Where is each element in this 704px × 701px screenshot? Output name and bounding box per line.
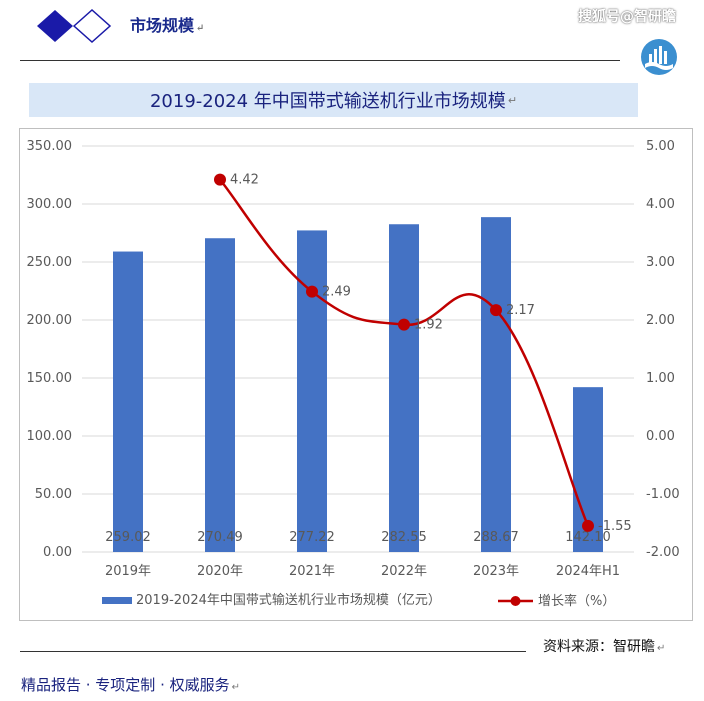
source-note: 资料来源：智研瞻 ↵ <box>543 639 666 655</box>
filled-diamond-icon <box>37 10 73 42</box>
brand-logo-icon <box>641 39 677 75</box>
growth-rate-point <box>490 304 502 317</box>
y-left-tick-label: 150.00 <box>27 371 73 386</box>
header-divider <box>20 60 620 61</box>
growth-rate-point <box>398 318 410 331</box>
x-tick-label: 2022年 <box>381 564 427 579</box>
y-right-tick-label: 1.00 <box>646 371 675 386</box>
y-left-tick-label: 50.00 <box>35 487 72 502</box>
growth-rate-label: -1.55 <box>598 519 632 534</box>
y-left-tick-label: 0.00 <box>43 545 72 560</box>
growth-rate-label: 4.42 <box>230 173 259 188</box>
chart-title: 2019-2024 年中国带式输送机行业市场规模 <box>149 91 506 112</box>
bar <box>389 224 419 552</box>
bar <box>205 238 235 552</box>
bar-value-label: 288.67 <box>473 530 519 545</box>
legend-line-marker <box>510 596 521 606</box>
x-tick-label: 2023年 <box>473 564 519 579</box>
y-left-tick-label: 350.00 <box>27 139 73 154</box>
x-tick-label: 2019年 <box>105 564 151 579</box>
chart-title-banner: 2019-2024 年中国带式输送机行业市场规模 ↵ <box>29 83 638 117</box>
x-tick-label: 2021年 <box>289 564 335 579</box>
combo-chart: 0.00 50.00 100.00 150.00 200.00 250.00 300.00 3… <box>27 139 680 609</box>
y-right-tick-label: 4.00 <box>646 197 675 212</box>
watermark: 搜狐号@智研瞻 <box>578 9 676 25</box>
legend-bar-label: 2019-2024年中国带式输送机行业市场规模（亿元） <box>136 592 441 608</box>
bar-value-label: 142.10 <box>565 530 611 545</box>
growth-rate-line <box>219 178 590 527</box>
footer-tagline: 精品报告 · 专项定制 · 权威服务 ↵ <box>21 676 241 694</box>
y-left-tick-label: 250.00 <box>27 255 73 270</box>
y-right-tick-label: 5.00 <box>646 139 675 154</box>
legend-bar-swatch <box>102 597 132 604</box>
y-right-tick-label: -2.00 <box>646 545 680 560</box>
growth-rate-point <box>214 173 226 186</box>
source-divider <box>20 651 526 652</box>
bar-value-label: 259.02 <box>105 530 151 545</box>
growth-rate-label: 2.17 <box>506 303 535 318</box>
y-right-tick-label: -1.00 <box>646 487 680 502</box>
y-left-tick-label: 200.00 <box>27 313 73 328</box>
y-left-tick-label: 100.00 <box>27 429 73 444</box>
growth-rate-point <box>582 519 594 532</box>
x-tick-label: 2024年H1 <box>556 564 620 579</box>
bar-value-label: 270.49 <box>197 530 243 545</box>
chart-frame: 0.00 50.00 100.00 150.00 200.00 250.00 300.00 3… <box>19 128 693 621</box>
bar <box>297 230 327 552</box>
growth-rate-label: 2.49 <box>322 285 351 300</box>
growth-rate-point <box>306 285 318 298</box>
x-tick-label: 2020年 <box>197 564 243 579</box>
outline-diamond-icon <box>72 8 112 44</box>
bar-value-label: 282.55 <box>381 530 427 545</box>
y-right-tick-label: 3.00 <box>646 255 675 270</box>
header-title: 市场规模 ↵ <box>130 16 205 35</box>
bar-value-label: 277.22 <box>289 530 335 545</box>
y-left-tick-label: 300.00 <box>27 197 73 212</box>
y-right-tick-label: 0.00 <box>646 429 675 444</box>
bar <box>481 217 511 552</box>
legend-line-label: 增长率（%） <box>538 593 615 609</box>
header-logo-diamonds-icon <box>37 8 112 44</box>
growth-rate-label: 1.92 <box>414 318 443 333</box>
y-right-tick-label: 2.00 <box>646 313 675 328</box>
bar <box>113 251 143 552</box>
